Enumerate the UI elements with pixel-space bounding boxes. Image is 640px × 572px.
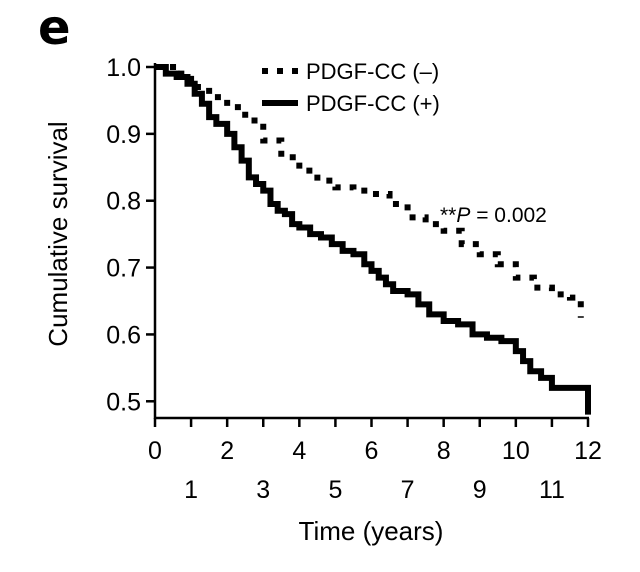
x-tick-label: 4: [292, 437, 306, 465]
x-tick-label: 10: [502, 437, 530, 465]
y-tick-label: 0.9: [106, 121, 141, 149]
y-tick-label: 0.5: [106, 388, 141, 416]
series-layer: [155, 64, 591, 415]
x-tick-label: 5: [328, 476, 342, 504]
x-tick-label: 8: [437, 437, 451, 465]
x-tick-label: 7: [401, 476, 415, 504]
y-tick-label: 1.0: [106, 54, 141, 82]
series-line-pdgf-cc-positive: [155, 64, 591, 415]
x-tick-label: 3: [256, 476, 270, 504]
x-tick-label: 1: [184, 476, 198, 504]
p-value-text: = 0.002: [470, 204, 546, 227]
legend-label: PDGF-CC (+): [306, 91, 440, 116]
x-tick-label: 9: [473, 476, 487, 504]
x-tick-label: 6: [365, 437, 379, 465]
y-tick-label: 0.8: [106, 188, 141, 216]
panel-label: e: [38, 0, 71, 56]
y-tick-label: 0.7: [106, 255, 141, 283]
series-line-pdgf-cc-negative: [155, 64, 584, 318]
x-tick-label: 12: [574, 437, 602, 465]
y-tick-label: 0.6: [106, 321, 141, 349]
axes: 0.5 0.6 0.7 0.8 0.9 1.0 0 2 4 6 8 10 12 1 3 5 7 9 11: [106, 54, 602, 504]
p-value-prefix: **: [440, 204, 456, 227]
p-value-annotation: **P = 0.002: [440, 204, 547, 227]
x-tick-label: 11: [539, 476, 565, 504]
x-tick-label: 2: [220, 437, 234, 465]
y-axis-title: Cumulative survival: [43, 121, 73, 346]
p-value-symbol: P: [456, 204, 470, 227]
legend: PDGF-CC (–) PDGF-CC (+): [262, 59, 440, 116]
x-tick-label: 0: [148, 437, 162, 465]
legend-label: PDGF-CC (–): [306, 59, 439, 84]
x-axis-title: Time (years): [299, 516, 444, 546]
